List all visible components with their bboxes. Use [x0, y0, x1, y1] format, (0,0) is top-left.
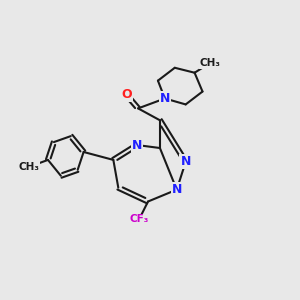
Text: O: O: [121, 88, 131, 101]
Text: CF₃: CF₃: [129, 214, 149, 224]
Text: N: N: [132, 139, 142, 152]
Text: N: N: [172, 183, 182, 196]
Text: N: N: [181, 155, 191, 168]
Text: CH₃: CH₃: [200, 58, 221, 68]
Text: N: N: [160, 92, 170, 105]
Text: CH₃: CH₃: [19, 162, 40, 172]
